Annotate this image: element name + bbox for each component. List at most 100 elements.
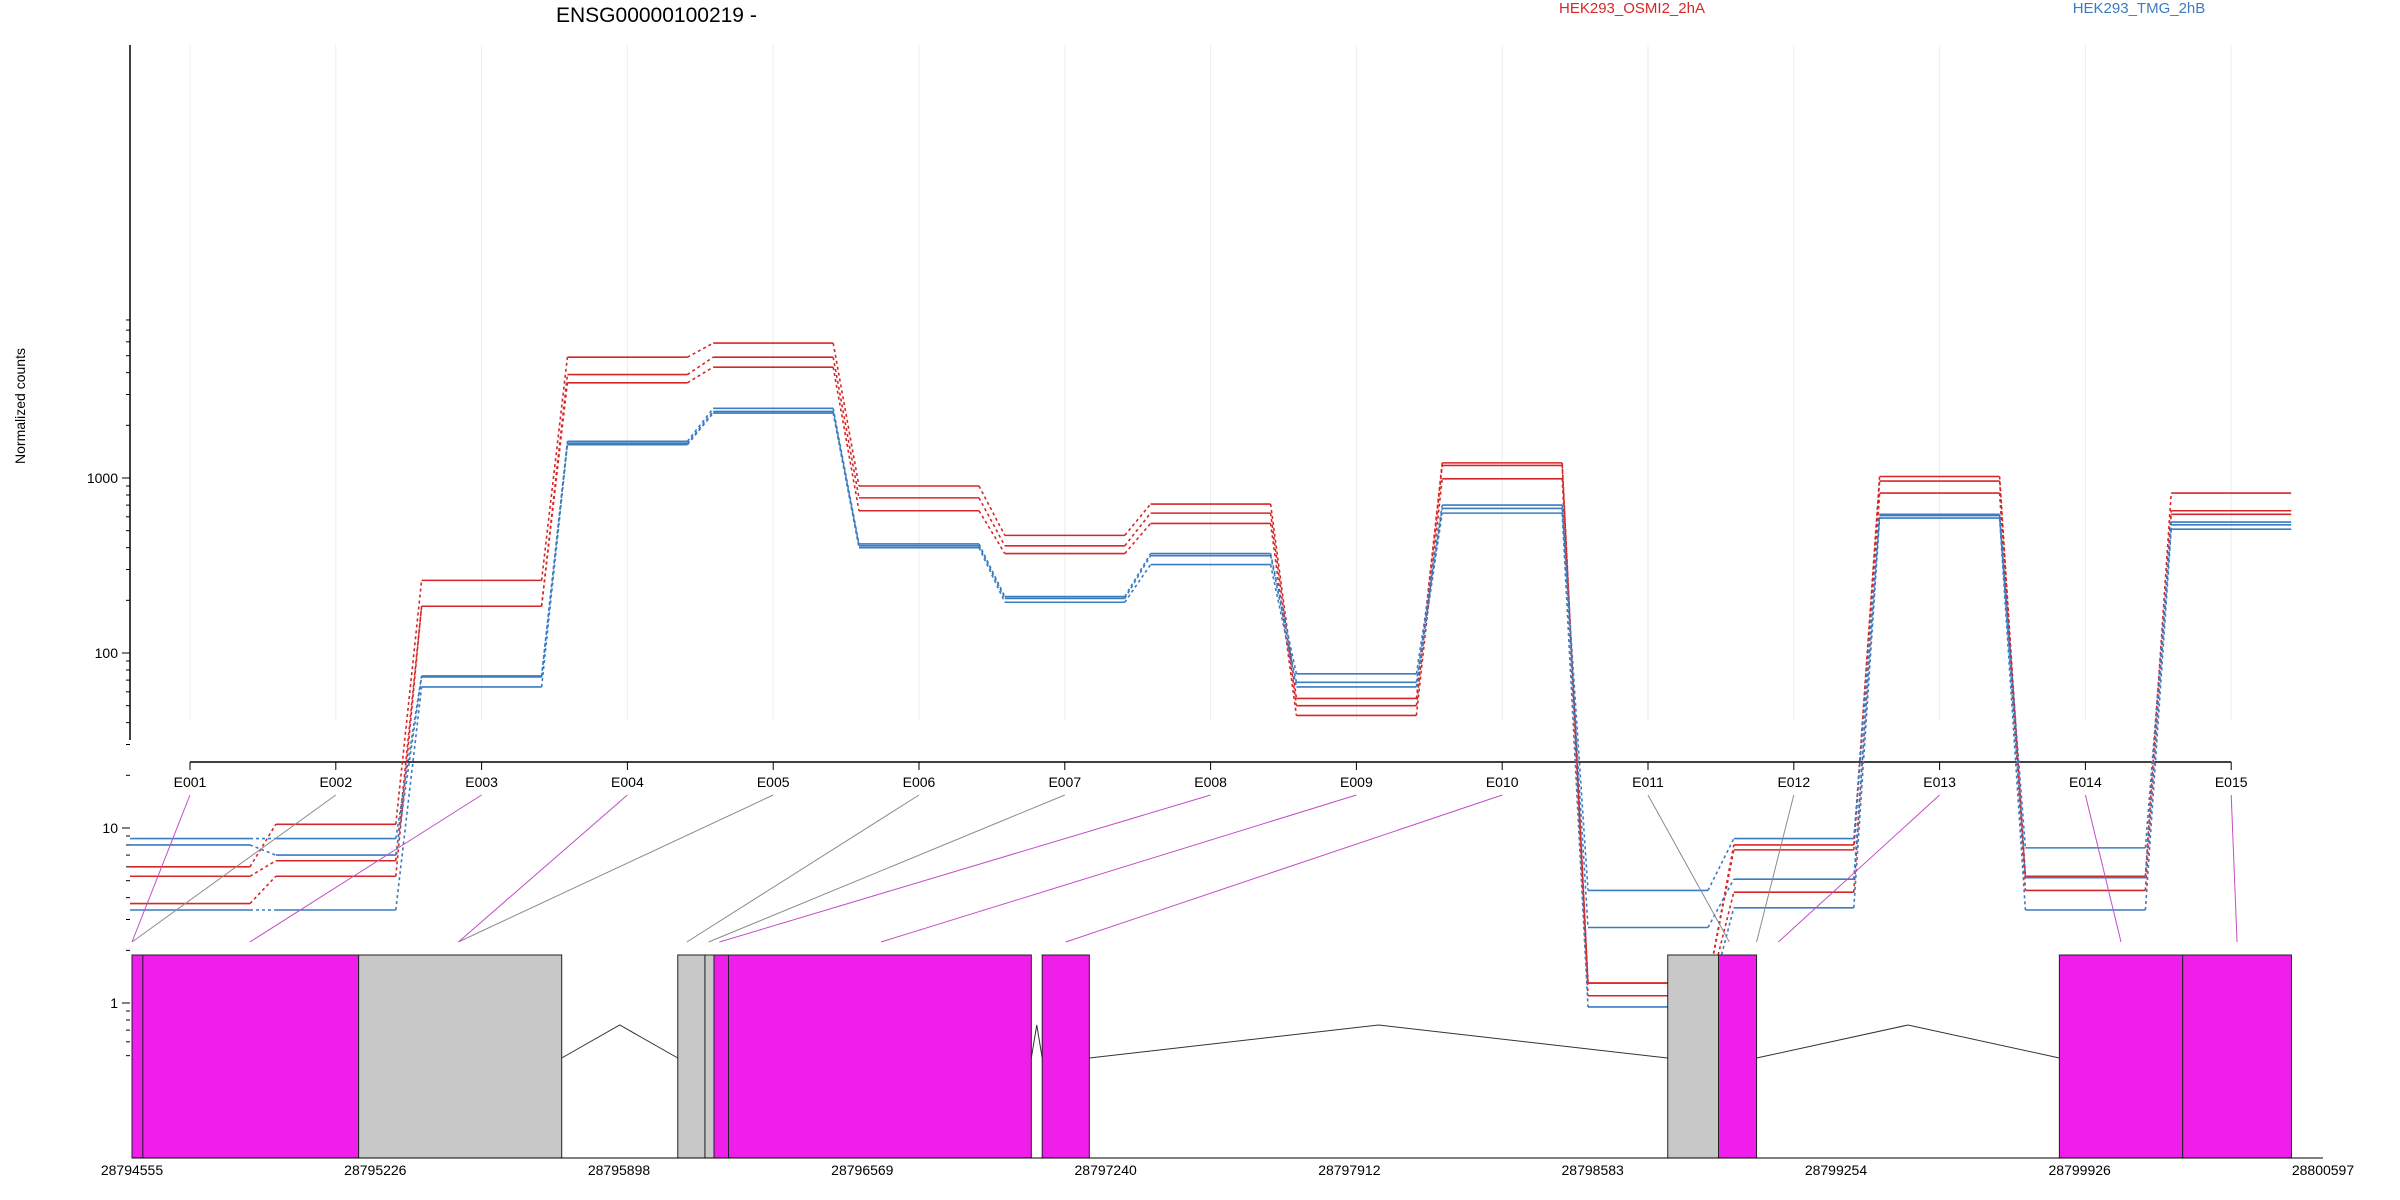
series-connector (1707, 878, 1735, 928)
series-connector (1269, 523, 1298, 716)
x-tick-label-e003: E003 (465, 774, 498, 790)
genomic-coordinate-axis: 28794555 28795226 28795898 28796569 28797240… (101, 1157, 2355, 1178)
series-connector (1561, 505, 1589, 891)
intron-line (1030, 1024, 1043, 1059)
series-connector (1124, 512, 1152, 547)
series-connector (1269, 513, 1298, 706)
exon-box-e003 (358, 954, 563, 1159)
connector-e005 (458, 794, 774, 943)
connector-e006 (686, 794, 920, 943)
x-tick-label-e007: E007 (1048, 774, 1081, 790)
series-connector (1853, 515, 1881, 880)
connector-e012 (1756, 794, 1795, 943)
series-connector (832, 412, 860, 548)
x-tick-label-e004: E004 (611, 774, 644, 790)
exon-connector-lines (131, 794, 2238, 943)
series-connector (540, 444, 569, 688)
series-connector (249, 844, 277, 856)
intron-line (1089, 1024, 1668, 1059)
series-connector (686, 366, 714, 384)
series-connector (2144, 524, 2172, 878)
coordinate-tick-label: 28794555 (101, 1162, 164, 1178)
connector-e009 (880, 794, 1357, 943)
series-connector (686, 410, 714, 444)
exon-box-e005 (704, 954, 715, 1159)
coordinate-tick-label: 28799254 (1805, 1162, 1868, 1178)
series-connector (1561, 513, 1589, 1007)
series-connector (1269, 553, 1298, 675)
series-connector (978, 547, 1006, 603)
connector-e013 (1777, 794, 1940, 943)
exon-box-e007 (728, 954, 1032, 1159)
series-connector (395, 606, 423, 861)
x-tick-label-e009: E009 (1340, 774, 1373, 790)
exon-box-e012 (2182, 954, 2292, 1159)
gene-model (131, 954, 2292, 1159)
series-connector (1415, 478, 1443, 716)
series-connector (978, 543, 1006, 597)
connector-e014 (2084, 794, 2122, 943)
series-connector (978, 510, 1006, 554)
series-connector (1707, 849, 1735, 984)
series-connector (687, 342, 714, 358)
connector-e002 (131, 794, 337, 943)
series-5 (130, 412, 2292, 1008)
series-connector (540, 382, 569, 607)
connector-e007 (708, 794, 1065, 943)
x-tick-label-e006: E006 (903, 774, 936, 790)
chart-title: ENSG00000100219 - (556, 4, 757, 27)
series-connector (1269, 564, 1298, 688)
exon-box-e004 (677, 954, 706, 1159)
series-connector (1124, 553, 1152, 598)
coordinate-tick-label: 28795226 (344, 1162, 407, 1178)
series-connector (1124, 555, 1152, 599)
coordinate-tick-label: 28797240 (1075, 1162, 1138, 1178)
coordinate-tick-label: 28795898 (588, 1162, 651, 1178)
connector-e003 (249, 794, 482, 943)
x-tick-label-e015: E015 (2215, 774, 2248, 790)
series-connector (1269, 503, 1298, 699)
y-axis-label: Normalized counts (12, 348, 28, 464)
series-connector (686, 412, 714, 446)
series-connector (1707, 907, 1735, 1008)
coordinate-tick-label: 28800597 (2292, 1162, 2355, 1178)
x-tick-label-e013: E013 (1923, 774, 1956, 790)
y-axis: 1 10 100 1000 (87, 45, 131, 1057)
intron-line (561, 1024, 679, 1059)
y-tick-label: 1000 (87, 470, 118, 486)
series-connector (1998, 515, 2027, 878)
connector-e004 (458, 794, 628, 943)
series-connector (1124, 503, 1152, 536)
exon-box-e010 (1717, 954, 1758, 1159)
series-connector (1707, 838, 1735, 891)
connector-e008 (719, 794, 1211, 943)
y-tick-label: 100 (95, 645, 119, 661)
series-4 (130, 410, 2292, 929)
series-connector (395, 676, 423, 856)
connector-e015 (2230, 794, 2238, 943)
x-tick-label-e011: E011 (1632, 774, 1664, 790)
x-tick-label-e012: E012 (1777, 774, 1810, 790)
series-connector (978, 485, 1006, 536)
x-tick-label-e010: E010 (1486, 774, 1519, 790)
connector-e011 (1647, 794, 1730, 943)
series-connector (395, 686, 423, 911)
series-connector (1853, 518, 1881, 908)
series-connector (1415, 512, 1443, 688)
series-connector (540, 357, 569, 581)
legend-label-osmi2: HEK293_OSMI2_2hA (1559, 0, 1705, 17)
exon-box-e001 (131, 954, 144, 1159)
series-connector (978, 497, 1006, 547)
gridlines (189, 45, 2232, 720)
exon-box-e006 (713, 954, 730, 1159)
y-tick-label: 10 (102, 820, 118, 836)
series-connector (2144, 529, 2172, 911)
exon-box-e011 (2058, 954, 2184, 1159)
x-axis: E001 E002 E003 E004 E005 E006 E007 E008 E009 E010… (174, 761, 2248, 790)
x-tick-label-e005: E005 (757, 774, 790, 790)
x-tick-label-e002: E002 (319, 774, 352, 790)
series-connector (1561, 508, 1589, 928)
exon-box-e009 (1667, 954, 1719, 1159)
coordinate-tick-label: 28796569 (831, 1162, 894, 1178)
